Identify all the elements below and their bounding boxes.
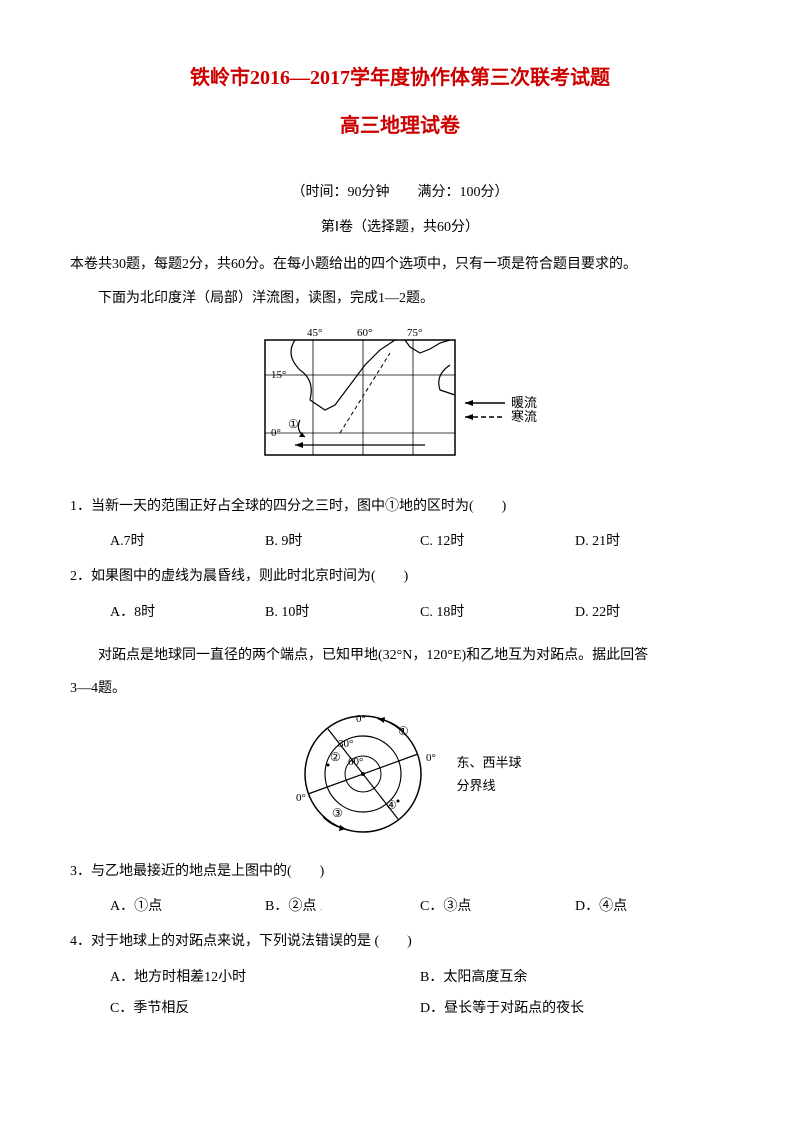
q1-opt-a: A.7时 bbox=[110, 529, 265, 554]
legend-warm: 暖流 bbox=[511, 395, 537, 410]
sub-title: 高三地理试卷 bbox=[70, 108, 730, 144]
section-info: 第Ⅰ卷（选择题，共60分） bbox=[70, 215, 730, 240]
f2-lbl-0a: 0° bbox=[356, 713, 366, 725]
q1-options: A.7时 B. 9时 C. 12时 D. 21时 bbox=[70, 529, 730, 554]
q2-opt-d: D. 22时 bbox=[575, 600, 730, 625]
figure-2: 0° 30° 60° 0° 0° ① ② ③ ④ 东、西半球 分界线 bbox=[70, 709, 730, 839]
f2-m4: ④ bbox=[386, 798, 397, 812]
q2-opt-b: B. 10时 bbox=[265, 600, 420, 625]
lon-45: 45° bbox=[307, 327, 322, 339]
context-2b: 3—4题。 bbox=[70, 676, 730, 701]
q4-opt-a: A．地方时相差12小时 bbox=[110, 965, 420, 990]
f2-side1: 东、西半球 bbox=[456, 751, 521, 774]
q3-options: A．①点 B．②点 . C．③点 D．④点 bbox=[70, 894, 730, 919]
q3-opt-d: D．④点 bbox=[575, 894, 730, 919]
q4-opt-b: B．太阳高度互余 bbox=[420, 965, 730, 990]
f2-lbl-30: 30° bbox=[338, 738, 353, 750]
legend-cold: 寒流 bbox=[511, 409, 537, 424]
orange-dot-icon: . bbox=[320, 902, 323, 913]
figure-2-side-label: 东、西半球 分界线 bbox=[456, 751, 521, 798]
q2-opt-c: C. 18时 bbox=[420, 600, 575, 625]
context-2a: 对跖点是地球同一直径的两个端点，已知甲地(32°N，120°E)和乙地互为对跖点… bbox=[70, 643, 730, 668]
lat-15: 15° bbox=[271, 369, 286, 381]
q1-opt-d: D. 21时 bbox=[575, 529, 730, 554]
q1-opt-b: B. 9时 bbox=[265, 529, 420, 554]
f2-m2: ② bbox=[330, 750, 341, 764]
q3-stem: 3．与乙地最接近的地点是上图中的( ) bbox=[70, 859, 730, 884]
q4-opt-c: C．季节相反 bbox=[110, 996, 420, 1021]
q4-opt-d: D．昼长等于对跖点的夜长 bbox=[420, 996, 730, 1021]
q1-stem: 1．当新一天的范围正好占全球的四分之三时，图中①地的区时为( ) bbox=[70, 494, 730, 519]
f2-lbl-0c: 0° bbox=[296, 792, 306, 804]
q2-stem: 2．如果图中的虚线为晨昏线，则此时北京时间为( ) bbox=[70, 564, 730, 589]
q3-opt-c: C．③点 bbox=[420, 894, 575, 919]
q2-options: A．8时 B. 10时 C. 18时 D. 22时 bbox=[70, 600, 730, 625]
f2-lbl-60: 60° bbox=[348, 756, 363, 768]
lon-60: 60° bbox=[357, 327, 372, 339]
sub-instruction-text: 下面为北印度洋（局部）洋流图，读图，完成1—2题。 bbox=[70, 286, 730, 311]
instruction-text: 本卷共30题，每题2分，共60分。在每小题给出的四个选项中，只有一项是符合题目要… bbox=[70, 252, 730, 277]
exam-info: （时间：90分钟 满分：100分） bbox=[70, 180, 730, 205]
figure-1: 45° 60° 75° 15° 0° ① 暖流 寒流 bbox=[70, 325, 730, 474]
main-title: 铁岭市2016—2017学年度协作体第三次联考试题 bbox=[70, 60, 730, 96]
f2-lbl-0b: 0° bbox=[426, 752, 436, 764]
f2-m3: ③ bbox=[332, 806, 343, 820]
q3-opt-a: A．①点 bbox=[110, 894, 265, 919]
lon-75: 75° bbox=[407, 327, 422, 339]
marker-1: ① bbox=[288, 417, 299, 431]
lat-0: 0° bbox=[271, 427, 281, 439]
f2-side2: 分界线 bbox=[456, 774, 521, 797]
q4-options: A．地方时相差12小时 B．太阳高度互余 C．季节相反 D．昼长等于对跖点的夜长 bbox=[70, 965, 730, 1021]
q2-opt-a: A．8时 bbox=[110, 600, 265, 625]
q1-opt-c: C. 12时 bbox=[420, 529, 575, 554]
q3-opt-b: B．②点 . bbox=[265, 894, 420, 919]
f2-m1: ① bbox=[398, 724, 409, 738]
q4-stem: 4．对于地球上的对跖点来说，下列说法错误的是 ( ) bbox=[70, 929, 730, 954]
